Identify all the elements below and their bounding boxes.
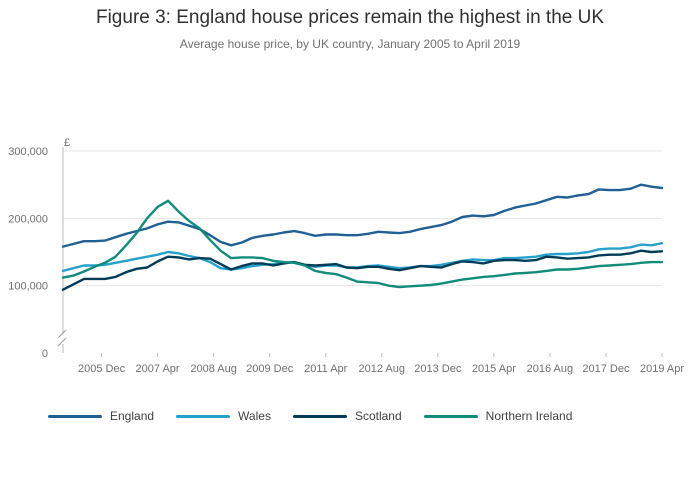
legend-label: Wales — [238, 409, 271, 423]
legend-item-scotland[interactable]: Scotland — [292, 409, 402, 423]
x-tick-label: 2017 Dec — [582, 363, 630, 375]
y-tick-label: 200,000 — [8, 213, 48, 225]
legend-swatch — [176, 414, 231, 418]
legend-swatch — [423, 414, 478, 418]
legend-item-wales[interactable]: Wales — [176, 409, 271, 423]
legend-swatch — [48, 414, 102, 418]
legend-swatch — [292, 414, 347, 418]
gridlines — [63, 150, 662, 287]
legend-label: Scotland — [354, 409, 402, 423]
legend-item-england[interactable]: England — [48, 409, 154, 423]
x-tick-label: 2019 Apr — [640, 363, 684, 375]
series-lines — [61, 183, 664, 291]
x-tick-label: 2015 Apr — [472, 363, 516, 375]
y-tick-label: 0 — [42, 348, 48, 360]
legend: England Wales Scotland Northern Ireland — [48, 409, 594, 423]
x-tick-label: 2012 Aug — [359, 363, 406, 375]
x-tick-label: 2016 Aug — [527, 363, 574, 375]
chart-subtitle: Average house price, by UK country, Janu… — [179, 37, 521, 51]
y-tick-label: 300,000 — [8, 146, 48, 158]
legend-label: Northern Ireland — [485, 409, 573, 423]
axis-break-mark — [57, 329, 67, 339]
x-tick-label: 2011 Apr — [304, 363, 348, 375]
x-tick-label: 2013 Dec — [414, 363, 462, 375]
series-line-northern-ireland[interactable] — [61, 199, 664, 289]
x-tick-label: 2005 Dec — [78, 363, 126, 375]
x-tick-label: 2008 Aug — [190, 363, 237, 375]
series-line-england[interactable] — [61, 183, 664, 248]
axis-break-mark — [57, 337, 67, 347]
x-tick-label: 2007 Apr — [136, 363, 180, 375]
axes: 0 100,000 200,000 300,000 £2005 Dec 2007 Apr 2… — [8, 137, 684, 375]
y-tick-label: 100,000 — [8, 281, 48, 293]
legend-label: England — [110, 409, 155, 423]
series-line-scotland[interactable] — [61, 249, 664, 291]
chart-title: Figure 3: England house prices remain th… — [95, 7, 605, 28]
y-axis-label: £ — [64, 137, 70, 149]
x-tick-label: 2009 Dec — [246, 363, 294, 375]
legend-item-northern-ireland[interactable]: Northern Ireland — [423, 409, 573, 423]
